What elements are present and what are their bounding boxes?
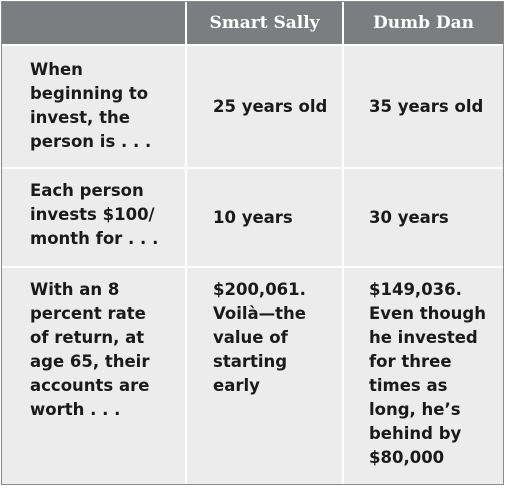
row-divider	[2, 266, 503, 268]
row-3-sally: $200,061. Voilà—the value of starting ea…	[213, 280, 306, 395]
row-2-sally: 10 years	[213, 207, 293, 227]
row-1-sally: 25 years old	[213, 96, 328, 116]
row-divider	[2, 167, 503, 169]
column-divider	[342, 2, 344, 484]
row-3-label: With an 8 percent rate of return, at age…	[30, 280, 150, 419]
row-divider	[2, 44, 503, 46]
row-3-dan: $149,036. Even though he invested for th…	[369, 280, 486, 467]
row-1-dan: 35 years old	[369, 96, 484, 116]
header-smart-sally: Smart Sally	[209, 13, 320, 33]
column-divider	[185, 2, 187, 484]
row-2-dan: 30 years	[369, 207, 449, 227]
header-dumb-dan: Dumb Dan	[372, 13, 474, 33]
row-1-label: When beginning to invest, the person is …	[30, 60, 152, 151]
table-header: Smart Sally Dumb Dan	[2, 2, 503, 44]
row-2-label: Each person invests $100/ month for . . …	[30, 181, 159, 248]
